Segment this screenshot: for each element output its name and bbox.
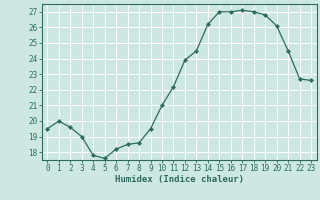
X-axis label: Humidex (Indice chaleur): Humidex (Indice chaleur) <box>115 175 244 184</box>
